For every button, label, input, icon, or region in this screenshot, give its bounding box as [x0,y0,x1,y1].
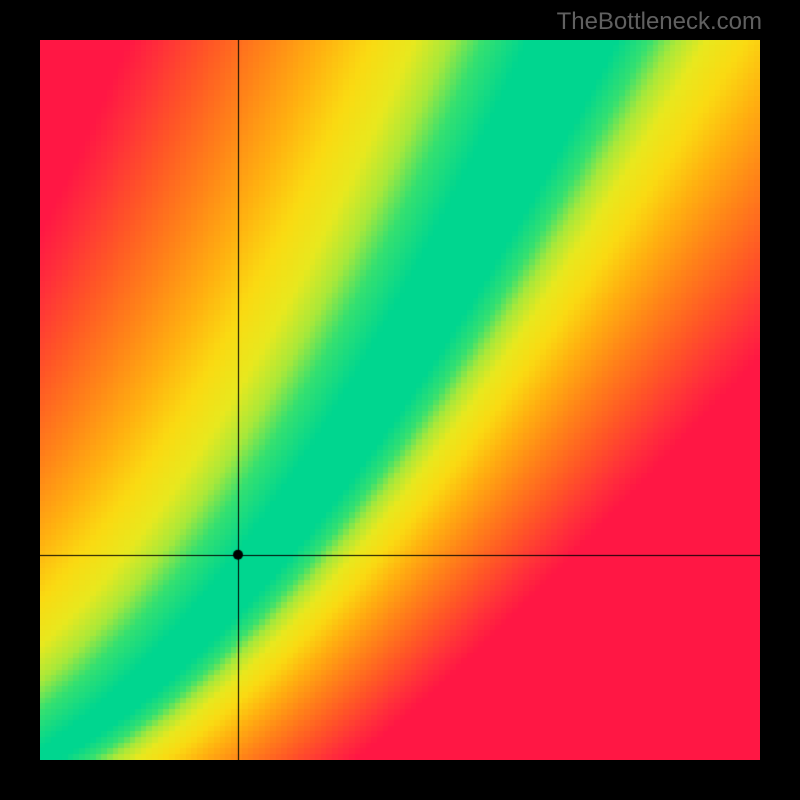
attribution-text: TheBottleneck.com [557,8,762,36]
bottleneck-heatmap [40,40,760,760]
chart-container: TheBottleneck.com [0,0,800,800]
